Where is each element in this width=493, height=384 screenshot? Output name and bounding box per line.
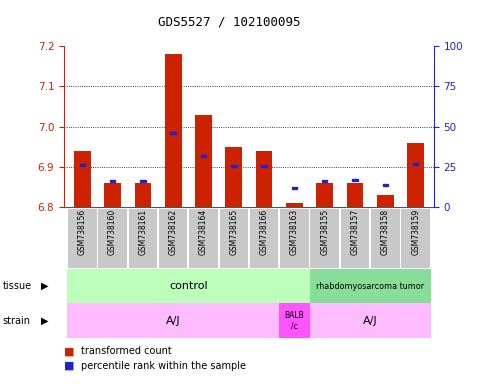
- Bar: [377, 195, 394, 207]
- Text: GSM738155: GSM738155: [320, 209, 329, 255]
- Bar: [261, 165, 267, 167]
- Bar: [110, 180, 115, 182]
- Bar: [98, 209, 127, 268]
- Bar: [317, 183, 333, 207]
- Bar: [159, 209, 187, 268]
- Bar: [413, 163, 419, 166]
- Bar: [68, 209, 97, 268]
- Text: GSM738163: GSM738163: [290, 209, 299, 255]
- Text: GSM738161: GSM738161: [139, 209, 147, 255]
- Text: BALB
/c: BALB /c: [284, 311, 304, 330]
- Bar: [322, 180, 327, 182]
- Bar: [165, 54, 181, 207]
- Bar: [219, 209, 248, 268]
- Text: GSM738164: GSM738164: [199, 209, 208, 255]
- Text: GSM738157: GSM738157: [351, 209, 359, 255]
- Text: tissue: tissue: [2, 281, 32, 291]
- Bar: [189, 209, 218, 268]
- Bar: [74, 151, 91, 207]
- Text: GSM738160: GSM738160: [108, 209, 117, 255]
- Bar: [347, 183, 363, 207]
- Bar: [311, 209, 339, 268]
- Bar: [401, 209, 430, 268]
- Bar: [279, 303, 310, 338]
- Text: rhabdomyosarcoma tumor: rhabdomyosarcoma tumor: [316, 281, 424, 291]
- Text: ▶: ▶: [41, 281, 48, 291]
- Bar: [225, 147, 242, 207]
- Bar: [371, 209, 400, 268]
- Text: GSM738159: GSM738159: [411, 209, 420, 255]
- Bar: [135, 183, 151, 207]
- Bar: [250, 209, 279, 268]
- Bar: [201, 155, 206, 157]
- Text: transformed count: transformed count: [81, 346, 172, 356]
- Text: A/J: A/J: [363, 316, 378, 326]
- Text: ■: ■: [64, 361, 74, 371]
- Bar: [280, 209, 309, 268]
- Bar: [104, 183, 121, 207]
- Bar: [383, 184, 388, 186]
- Bar: [195, 115, 212, 207]
- Bar: [256, 151, 273, 207]
- Text: GSM738162: GSM738162: [169, 209, 177, 255]
- Bar: [352, 179, 358, 181]
- Bar: [292, 187, 297, 189]
- Bar: [79, 164, 85, 166]
- Text: ■: ■: [64, 346, 74, 356]
- Text: control: control: [169, 281, 208, 291]
- Bar: [310, 303, 431, 338]
- Bar: [140, 180, 145, 182]
- Text: GSM738165: GSM738165: [229, 209, 238, 255]
- Bar: [171, 132, 176, 134]
- Text: GDS5527 / 102100095: GDS5527 / 102100095: [158, 15, 301, 28]
- Text: GSM738166: GSM738166: [260, 209, 269, 255]
- Text: A/J: A/J: [166, 316, 180, 326]
- Bar: [341, 209, 369, 268]
- Bar: [310, 269, 431, 303]
- Text: percentile rank within the sample: percentile rank within the sample: [81, 361, 246, 371]
- Text: ▶: ▶: [41, 316, 48, 326]
- Text: strain: strain: [2, 316, 31, 326]
- Bar: [286, 204, 303, 207]
- Bar: [129, 209, 157, 268]
- Bar: [231, 165, 237, 167]
- Text: GSM738158: GSM738158: [381, 209, 390, 255]
- Bar: [407, 143, 424, 207]
- Bar: [67, 303, 279, 338]
- Bar: [67, 269, 310, 303]
- Text: GSM738156: GSM738156: [78, 209, 87, 255]
